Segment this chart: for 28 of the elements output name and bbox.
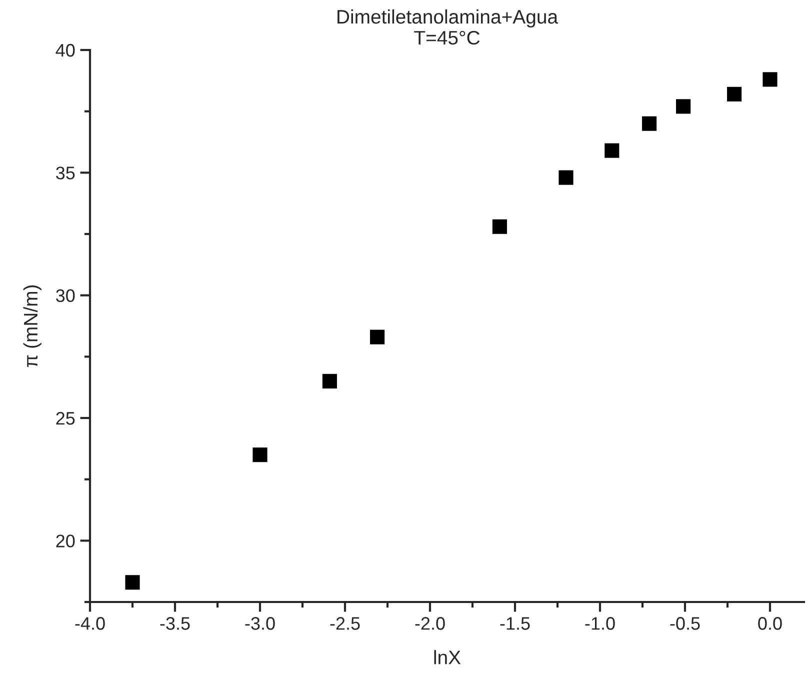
y-axis-title: π (mN/m) <box>23 285 42 368</box>
y-tick-label: 30 <box>56 289 75 302</box>
point <box>676 99 691 114</box>
point <box>370 330 385 344</box>
x-tick-label: -0.5 <box>670 617 700 630</box>
x-tick-label: -1.5 <box>500 617 530 630</box>
x-tick-label: -3.5 <box>160 617 190 630</box>
point <box>642 116 657 131</box>
point <box>604 143 620 158</box>
x-tick-label: -4.0 <box>75 617 105 630</box>
point <box>492 219 507 234</box>
point <box>125 575 140 590</box>
y-tick-label: 20 <box>56 534 75 548</box>
point <box>727 86 742 102</box>
x-axis-title: lnX <box>434 650 461 664</box>
point <box>322 374 337 388</box>
point <box>558 170 574 185</box>
chart-title: Dimetiletanolamina+Agua T=45°C <box>338 9 558 45</box>
x-tick-label: -3.0 <box>245 617 275 630</box>
x-tick-label: -2.5 <box>330 617 360 630</box>
x-tick-label: -1.0 <box>585 617 615 630</box>
y-tick-label: 40 <box>56 44 75 57</box>
point <box>252 448 268 462</box>
point <box>762 72 778 87</box>
y-tick-label: 35 <box>56 166 75 180</box>
y-tick-label: 25 <box>56 412 75 425</box>
x-tick-label: 0.0 <box>758 617 782 630</box>
x-tick-label: -2.0 <box>415 617 445 630</box>
